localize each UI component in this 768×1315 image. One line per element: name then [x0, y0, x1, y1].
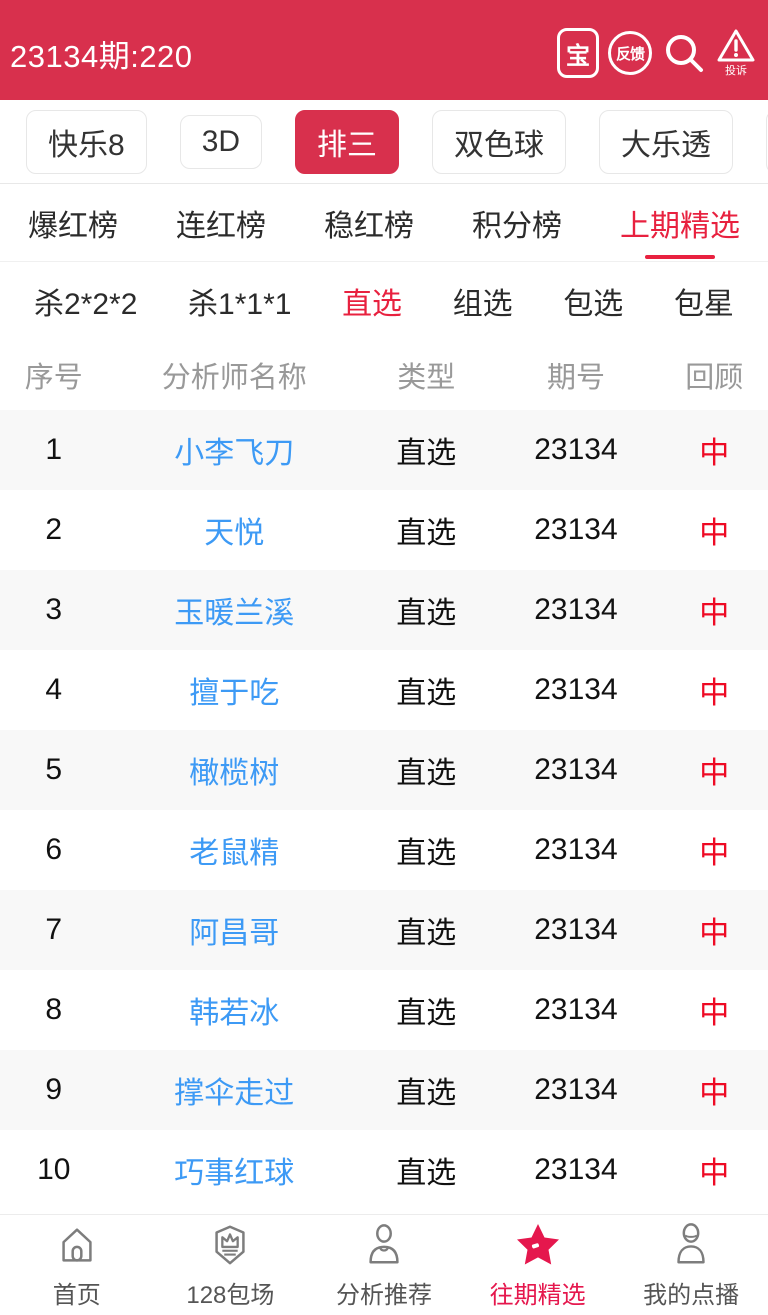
hit-badge: 中 [699, 997, 730, 1030]
nav-item-128baochang[interactable]: 128包场 [154, 1215, 308, 1315]
rank-tab-wenhong[interactable]: 稳红榜 [324, 209, 414, 243]
rank-tab-jifen[interactable]: 积分榜 [472, 209, 562, 243]
table-header: 序号 分析师名称 类型 期号 回顾 [0, 340, 768, 410]
table-row[interactable]: 10 巧事红球 直选 23134 中 [0, 1130, 768, 1210]
nav-item-home[interactable]: 首页 [0, 1215, 154, 1315]
analyst-link[interactable]: 韩若冰 [189, 997, 280, 1030]
nav-item-my-ondemand[interactable]: 我的点播 [614, 1215, 768, 1315]
col-header-issue: 期号 [546, 362, 605, 394]
bottom-nav: 首页 128包场 分析推荐 [0, 1214, 768, 1315]
crown-badge-icon [206, 1221, 254, 1269]
hit-badge: 中 [699, 677, 730, 710]
lottery-tabs: 快乐8 3D 排三 双色球 大乐透 七星彩 [0, 100, 768, 183]
tab-shuangseqiu[interactable]: 双色球 [432, 109, 567, 174]
tab-3d[interactable]: 3D [179, 114, 263, 169]
tab-kuaile8[interactable]: 快乐8 [26, 109, 147, 174]
hit-badge: 中 [699, 437, 730, 470]
analyst-link[interactable]: 橄榄树 [189, 757, 280, 790]
col-header-analyst: 分析师名称 [161, 362, 307, 394]
active-tab-underline [645, 254, 715, 259]
analyst-link[interactable]: 巧事红球 [174, 1157, 295, 1190]
table-row[interactable]: 8 韩若冰 直选 23134 中 [0, 970, 768, 1050]
rank-tabs: 爆红榜 连红榜 稳红榜 积分榜 上期精选 [0, 183, 768, 262]
complaint-warning-icon[interactable]: 投诉 [716, 28, 756, 78]
header-icons: 宝 反馈 投诉 [557, 28, 756, 78]
analyst-link[interactable]: 天悦 [204, 517, 265, 550]
table-row[interactable]: 7 阿昌哥 直选 23134 中 [0, 890, 768, 970]
table-row[interactable]: 4 擅于吃 直选 23134 中 [0, 650, 768, 730]
col-header-type: 类型 [397, 362, 456, 394]
tab-daletou[interactable]: 大乐透 [599, 109, 734, 174]
analyst-link[interactable]: 撑伞走过 [174, 1077, 295, 1110]
hit-badge: 中 [699, 757, 730, 790]
profile-person-icon [667, 1221, 715, 1269]
filter-sha111[interactable]: 杀1*1*1 [188, 288, 292, 321]
table-row[interactable]: 2 天悦 直选 23134 中 [0, 490, 768, 570]
col-header-no: 序号 [24, 362, 83, 394]
hit-badge: 中 [699, 597, 730, 630]
table-row[interactable]: 9 撑伞走过 直选 23134 中 [0, 1050, 768, 1130]
analyst-link[interactable]: 小李飞刀 [174, 437, 295, 470]
nav-item-analysis[interactable]: 分析推荐 [307, 1215, 461, 1315]
filter-zuxuan[interactable]: 组选 [452, 288, 513, 321]
hit-badge: 中 [699, 837, 730, 870]
hit-badge: 中 [699, 1077, 730, 1110]
feedback-icon[interactable]: 反馈 [608, 31, 652, 75]
filter-sha222[interactable]: 杀2*2*2 [34, 288, 138, 321]
analyst-link[interactable]: 老鼠精 [189, 837, 280, 870]
filter-baoxing[interactable]: 包星 [673, 288, 734, 321]
rank-tab-lianhong[interactable]: 连红榜 [176, 209, 266, 243]
tab-paisan[interactable]: 排三 [295, 109, 400, 174]
search-icon[interactable] [661, 30, 707, 76]
hit-badge: 中 [699, 917, 730, 950]
rank-tab-shangqi-jingxuan[interactable]: 上期精选 [620, 201, 740, 259]
issue-title: 23134期:220 [10, 38, 193, 74]
table-row[interactable]: 1 小李飞刀 直选 23134 中 [0, 410, 768, 490]
analyst-link[interactable]: 玉暖兰溪 [174, 597, 295, 630]
filter-zhixuan[interactable]: 直选 [342, 288, 403, 321]
hit-badge: 中 [699, 517, 730, 550]
home-icon [53, 1221, 101, 1269]
nav-item-past-picks[interactable]: 往期精选 [461, 1215, 615, 1315]
analyst-person-icon [360, 1221, 408, 1269]
rank-tab-baohong[interactable]: 爆红榜 [28, 209, 118, 243]
star-icon [514, 1221, 562, 1269]
col-header-review: 回顾 [685, 362, 744, 394]
app-header: 23134期:220 宝 反馈 投诉 [0, 0, 768, 100]
table-row[interactable]: 3 玉暖兰溪 直选 23134 中 [0, 570, 768, 650]
analyst-table: 1 小李飞刀 直选 23134 中 2 天悦 直选 23134 中 3 玉暖兰溪… [0, 410, 768, 1210]
hit-badge: 中 [699, 1157, 730, 1190]
table-row[interactable]: 5 橄榄树 直选 23134 中 [0, 730, 768, 810]
table-row[interactable]: 6 老鼠精 直选 23134 中 [0, 810, 768, 890]
filter-tabs: 杀2*2*2 杀1*1*1 直选 组选 包选 包星 [0, 262, 768, 340]
analyst-link[interactable]: 阿昌哥 [189, 917, 280, 950]
treasure-badge-icon[interactable]: 宝 [557, 28, 599, 78]
filter-baoxuan[interactable]: 包选 [563, 288, 624, 321]
analyst-link[interactable]: 擅于吃 [189, 677, 280, 710]
